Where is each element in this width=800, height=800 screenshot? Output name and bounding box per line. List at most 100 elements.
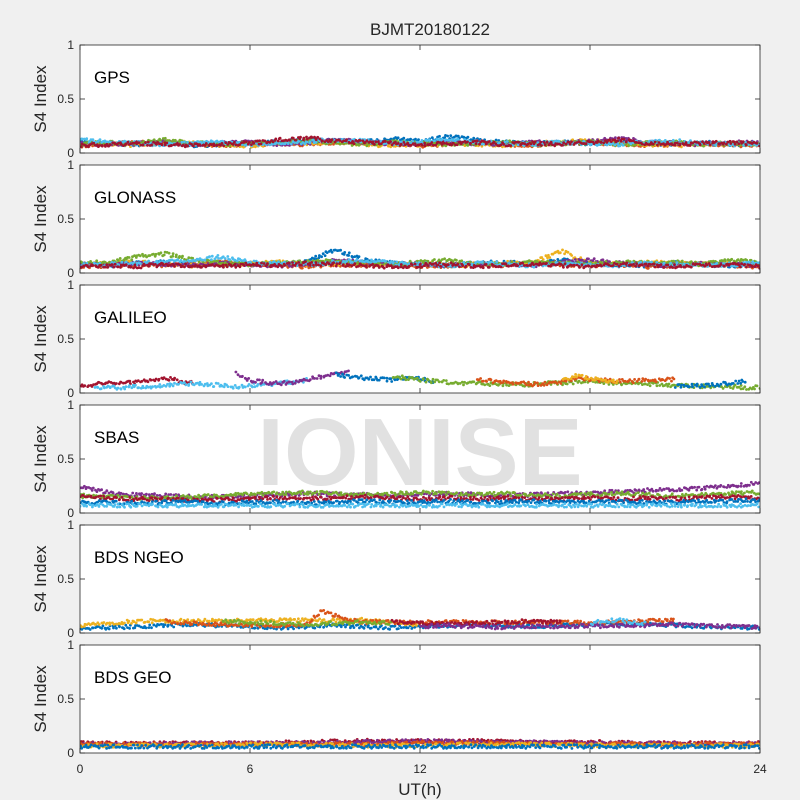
data-point [436,140,440,144]
data-point [289,142,293,146]
data-point [402,136,406,140]
data-point [614,136,617,140]
data-point [553,144,557,148]
data-point [286,142,290,146]
data-point [318,142,321,146]
data-point [308,140,312,144]
data-point [622,137,626,141]
data-point [728,139,732,143]
data-point [165,139,169,143]
data-point [163,143,167,147]
data-point [592,142,596,146]
data-point [547,253,550,257]
data-point [124,142,128,146]
data-point [449,134,453,138]
data-point [224,141,228,145]
data-point [675,141,679,145]
data-point [691,141,694,145]
data-point [361,139,365,143]
series-points [80,134,760,149]
data-point [505,140,509,143]
data-point [718,142,721,146]
data-point [540,144,543,147]
data-point [377,140,380,144]
data-point [682,142,685,146]
data-point [489,142,493,146]
data-point [423,144,427,148]
data-point [312,257,316,260]
data-point [175,253,178,257]
y-tick-label: 0.5 [57,92,74,106]
data-point [646,266,650,270]
data-point [330,138,334,142]
data-point [726,140,730,144]
data-point [91,138,95,142]
data-point [357,255,361,258]
data-point [326,140,330,144]
data-point [617,136,620,140]
data-point [417,141,421,144]
data-point [678,138,682,142]
data-point [686,144,690,147]
data-point [293,141,297,144]
data-point [539,140,543,144]
data-point [338,139,342,142]
data-point [446,142,450,146]
data-point [127,256,131,259]
data-point [503,140,507,144]
data-point [671,138,675,142]
data-point [183,258,186,261]
data-point [438,134,441,138]
data-point [558,251,562,255]
data-point [211,140,215,144]
data-point [414,137,417,141]
data-point [755,141,759,145]
data-point [170,144,174,147]
data-point [502,142,505,146]
data-point [549,140,553,144]
data-point [557,139,561,143]
data-point [529,142,533,146]
data-point [449,138,452,142]
data-point [353,255,357,258]
data-point [384,140,387,143]
data-point [377,142,381,146]
data-point [100,144,104,148]
data-point [562,141,565,145]
data-point [396,136,400,140]
data-point [656,143,659,147]
data-point [121,144,125,148]
data-point [323,254,327,257]
data-point [146,140,150,144]
data-point [616,142,620,146]
data-point [310,136,314,139]
data-point [431,143,435,147]
data-point [351,255,354,259]
data-point [305,137,309,141]
data-point [314,138,318,142]
data-point [137,141,141,145]
data-point [523,142,526,146]
data-point [160,143,164,147]
data-point [601,258,605,262]
data-point [196,140,200,144]
data-point [181,143,185,147]
data-point [589,140,593,144]
data-point [87,145,90,149]
data-point [501,145,504,149]
data-point [444,144,448,148]
data-point [371,140,375,144]
data-point [737,142,741,146]
data-point [343,251,347,254]
data-point [618,144,622,148]
data-point [411,140,415,143]
data-point [130,258,134,261]
data-point [365,144,369,148]
data-point [244,140,248,144]
data-point [268,143,272,147]
data-point [542,141,546,144]
data-point [321,252,325,256]
data-point [446,134,449,138]
data-point [563,258,567,262]
data-point [702,144,705,148]
